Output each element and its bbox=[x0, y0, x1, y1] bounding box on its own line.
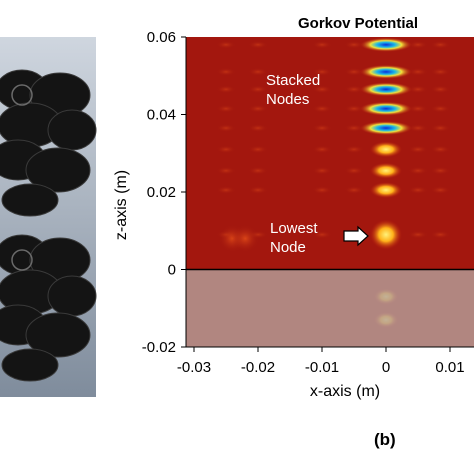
y-tick-label: 0.02 bbox=[147, 184, 176, 201]
side-lobe bbox=[248, 145, 268, 154]
side-lobe bbox=[430, 145, 451, 154]
side-lobe bbox=[216, 145, 236, 154]
side-lobe bbox=[344, 145, 364, 154]
side-lobe bbox=[248, 67, 268, 76]
side-lobe bbox=[430, 230, 451, 239]
side-lobe bbox=[344, 104, 364, 113]
side-lobe bbox=[408, 104, 428, 113]
side-lobe bbox=[344, 124, 364, 133]
side-lobe bbox=[216, 85, 236, 94]
side-lobe bbox=[344, 166, 364, 175]
side-lobe bbox=[312, 166, 332, 175]
side-lobe bbox=[430, 104, 451, 113]
side-lobe bbox=[430, 166, 451, 175]
side-lobe bbox=[408, 145, 428, 154]
side-lobe bbox=[344, 186, 364, 195]
side-lobe bbox=[344, 85, 364, 94]
x-tick-label: 0.01 bbox=[435, 359, 464, 376]
pressure-node bbox=[370, 219, 402, 250]
side-lobe bbox=[408, 166, 428, 175]
stacked-nodes-annotation: Stacked Nodes bbox=[266, 72, 320, 108]
side-lobe bbox=[408, 40, 428, 49]
side-lobe bbox=[408, 67, 428, 76]
x-ticks: -0.03 -0.02 -0.01 0 0.01 bbox=[177, 347, 465, 376]
side-lobe bbox=[430, 40, 451, 49]
plot-title: Gorkov Potential bbox=[298, 15, 418, 32]
side-lobe bbox=[312, 67, 332, 76]
side-lobe bbox=[248, 104, 268, 113]
pressure-node bbox=[360, 37, 412, 52]
side-lobe bbox=[344, 67, 364, 76]
x-tick-label: -0.03 bbox=[177, 359, 211, 376]
side-lobe bbox=[231, 224, 260, 253]
side-lobe bbox=[312, 124, 332, 133]
y-tick-label: 0.06 bbox=[147, 29, 176, 46]
side-lobe bbox=[408, 85, 428, 94]
x-tick-label: -0.01 bbox=[305, 359, 339, 376]
side-lobe bbox=[408, 186, 428, 195]
transducer-array-render bbox=[0, 37, 97, 397]
pressure-node bbox=[360, 121, 412, 136]
pressure-node bbox=[370, 141, 402, 158]
side-lobe bbox=[248, 166, 268, 175]
side-lobe bbox=[312, 230, 332, 239]
pressure-node bbox=[360, 101, 412, 116]
side-lobe bbox=[312, 85, 332, 94]
x-tick-label: -0.02 bbox=[241, 359, 275, 376]
x-axis-title: x-axis (m) bbox=[310, 383, 380, 400]
side-lobe bbox=[216, 104, 236, 113]
side-lobe bbox=[312, 186, 332, 195]
side-lobe bbox=[248, 124, 268, 133]
side-lobe bbox=[430, 124, 451, 133]
pressure-node bbox=[360, 64, 412, 79]
side-lobe bbox=[408, 124, 428, 133]
x-tick-label: 0 bbox=[382, 359, 390, 376]
side-lobe bbox=[430, 85, 451, 94]
side-lobe bbox=[248, 40, 268, 49]
side-lobe bbox=[312, 145, 332, 154]
y-tick-label: 0 bbox=[168, 262, 176, 279]
side-lobe bbox=[216, 124, 236, 133]
y-tick-label: 0.04 bbox=[147, 107, 176, 124]
reflector-overlay bbox=[186, 269, 474, 347]
side-lobe bbox=[312, 40, 332, 49]
lowest-node-annotation: Lowest Node bbox=[270, 220, 318, 256]
side-lobe bbox=[248, 85, 268, 94]
pressure-node bbox=[370, 162, 402, 179]
side-lobe bbox=[430, 186, 451, 195]
pressure-node bbox=[360, 82, 412, 97]
arrow-icon bbox=[343, 225, 369, 247]
side-lobe bbox=[312, 104, 332, 113]
pressure-node bbox=[370, 182, 402, 199]
side-lobe bbox=[344, 40, 364, 49]
panel-label: (b) bbox=[374, 430, 396, 449]
side-lobe bbox=[408, 230, 428, 239]
side-lobe bbox=[216, 67, 236, 76]
side-lobe bbox=[216, 166, 236, 175]
heatmap-plot bbox=[186, 37, 474, 347]
side-lobe bbox=[248, 186, 268, 195]
side-lobe bbox=[216, 40, 236, 49]
y-tick-label: -0.02 bbox=[142, 339, 176, 356]
side-lobe bbox=[430, 67, 451, 76]
y-axis-title: z-axis (m) bbox=[113, 170, 130, 240]
y-ticks: 0.06 0.04 0.02 0 -0.02 bbox=[142, 29, 186, 356]
side-lobe bbox=[216, 186, 236, 195]
